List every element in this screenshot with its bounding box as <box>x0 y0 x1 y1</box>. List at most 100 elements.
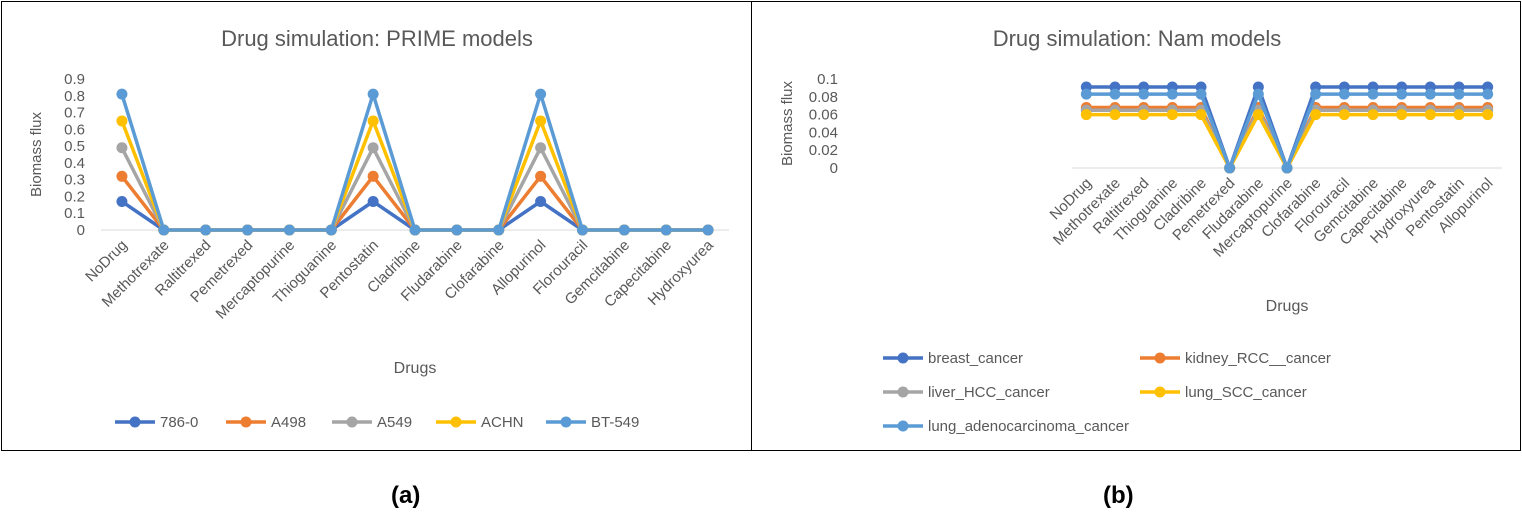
legend-label: A498 <box>271 414 306 431</box>
data-point <box>367 170 379 182</box>
data-point <box>1367 109 1379 121</box>
data-point <box>367 88 379 100</box>
data-point <box>1195 88 1207 100</box>
legend-label: liver_HCC_cancer <box>928 384 1050 401</box>
data-point <box>535 195 547 207</box>
legend-label: breast_cancer <box>928 350 1023 367</box>
legend-label: lung_SCC_cancer <box>1185 384 1307 401</box>
data-point <box>116 115 128 127</box>
data-point <box>1453 109 1465 121</box>
series-line <box>120 146 709 232</box>
legend-marker <box>897 386 909 398</box>
legend-label: kidney_RCC__cancer <box>1185 350 1331 367</box>
data-point <box>1252 88 1264 100</box>
legend-marker <box>240 416 252 428</box>
legend-label: 786-0 <box>160 414 198 431</box>
legend-marker <box>897 420 909 432</box>
series-line <box>1086 85 1488 170</box>
data-point <box>1424 88 1436 100</box>
legend-marker <box>129 416 141 428</box>
data-point <box>535 170 547 182</box>
chart-b-svg: Drug simulation: Nam models Biomass flux 0… <box>779 26 1502 435</box>
data-point <box>1109 88 1121 100</box>
legend-marker <box>1154 386 1166 398</box>
y-tick-label: 0.04 <box>809 124 838 141</box>
y-tick-label: 0.4 <box>64 155 85 172</box>
y-tick-label: 0.7 <box>64 105 85 122</box>
data-point <box>242 224 254 236</box>
data-point <box>325 224 337 236</box>
data-point <box>200 224 212 236</box>
series-line <box>120 92 709 232</box>
panel-label-b: (b) <box>1103 482 1134 509</box>
data-point <box>367 142 379 154</box>
x-axis-label: Drugs <box>394 360 437 377</box>
data-point <box>1166 109 1178 121</box>
data-point <box>1338 88 1350 100</box>
legend-marker <box>897 352 909 364</box>
data-point <box>409 224 421 236</box>
data-point <box>1281 162 1293 174</box>
legend-label: BT-549 <box>591 414 639 431</box>
y-tick-label: 0 <box>77 222 85 239</box>
data-point <box>116 142 128 154</box>
y-tick-label: 0.1 <box>817 71 838 88</box>
data-point <box>1109 109 1121 121</box>
legend-label: ACHN <box>481 414 524 431</box>
data-point <box>618 224 630 236</box>
data-point <box>1252 109 1264 121</box>
y-tick-label: 0.06 <box>809 107 838 124</box>
data-point <box>576 224 588 236</box>
data-point <box>1166 88 1178 100</box>
data-point <box>660 224 672 236</box>
data-point <box>158 224 170 236</box>
legend-marker <box>346 416 358 428</box>
y-tick-label: 0.1 <box>64 205 85 222</box>
legend-label: A549 <box>377 414 412 431</box>
data-point <box>1138 88 1150 100</box>
data-point <box>116 170 128 182</box>
data-point <box>1310 88 1322 100</box>
chart-panel-b: Drug simulation: Nam models Biomass flux 0… <box>751 1 1521 451</box>
chart-a-svg: Drug simulation: PRIME models Biomass flu… <box>28 26 729 431</box>
y-tick-label: 0 <box>830 160 838 177</box>
series-line <box>1086 112 1488 170</box>
data-point <box>1310 109 1322 121</box>
legend-marker <box>560 416 572 428</box>
y-tick-label: 0.02 <box>809 142 838 159</box>
legend-marker <box>1154 352 1166 364</box>
y-tick-label: 0.9 <box>64 71 85 88</box>
data-point <box>1396 109 1408 121</box>
y-tick-label: 0.08 <box>809 89 838 106</box>
data-point <box>1338 109 1350 121</box>
y-tick-label: 0.3 <box>64 172 85 189</box>
chart-title: Drug simulation: Nam models <box>993 26 1282 51</box>
y-axis-label: Biomass flux <box>779 80 796 166</box>
y-axis-label: Biomass flux <box>28 111 45 197</box>
data-point <box>367 195 379 207</box>
data-point <box>535 88 547 100</box>
data-point <box>283 224 295 236</box>
data-point <box>1138 109 1150 121</box>
y-tick-label: 0.8 <box>64 88 85 105</box>
data-point <box>116 88 128 100</box>
data-point <box>702 224 714 236</box>
panel-label-a: (a) <box>391 482 421 509</box>
data-point <box>1195 109 1207 121</box>
data-point <box>367 115 379 127</box>
data-point <box>1080 88 1092 100</box>
data-point <box>1482 109 1494 121</box>
y-tick-label: 0.2 <box>64 188 85 205</box>
data-point <box>1453 88 1465 100</box>
chart-panel-a: Drug simulation: PRIME models Biomass flu… <box>1 1 752 451</box>
data-point <box>493 224 505 236</box>
data-point <box>1396 88 1408 100</box>
data-point <box>116 195 128 207</box>
data-point <box>1424 109 1436 121</box>
data-point <box>1224 162 1236 174</box>
legend-label: lung_adenocarcinoma_cancer <box>928 418 1129 435</box>
data-point <box>535 142 547 154</box>
y-tick-label: 0.5 <box>64 138 85 155</box>
series-line <box>120 174 709 232</box>
data-point <box>1482 88 1494 100</box>
